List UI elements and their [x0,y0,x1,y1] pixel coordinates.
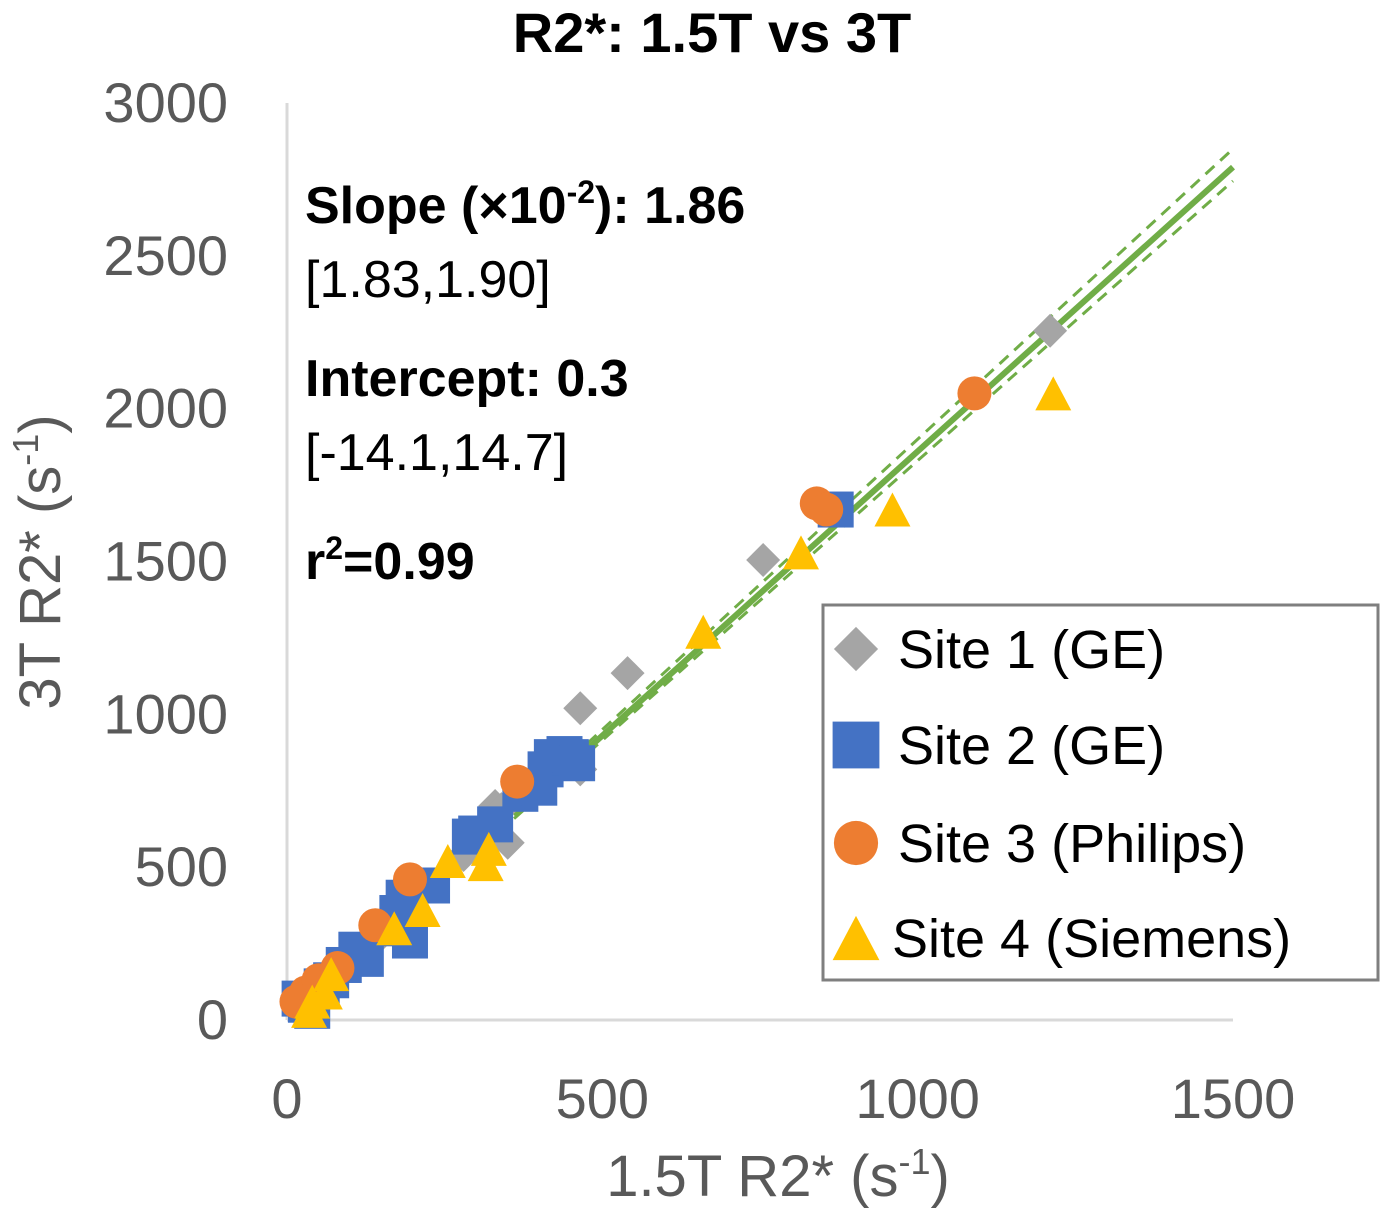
data-point-square [559,745,596,782]
x-axis-label: 1.5T R2* (s-1) [606,1141,950,1209]
data-point-square [477,806,514,843]
legend: Site 1 (GE) Site 2 (GE) Site 3 (Philips) Si… [821,603,1380,982]
fit-line [512,164,1236,818]
data-point-triangle [1035,376,1072,411]
legend-marker-square [832,721,880,769]
y-tick-labels: 0 500 1000 1500 2000 2500 3000 [103,71,228,1051]
r2-annotation: r2=0.99 [305,530,475,591]
data-point-triangle [470,831,507,866]
slope-value: ): 1.86 [595,177,745,235]
data-point-circle [957,376,992,411]
x-tick-labels: 0 500 1000 1500 [271,1067,1295,1130]
data-points [279,313,1072,1029]
data-point-diamond [563,691,598,726]
x-axis-label-close: ) [930,1144,949,1209]
y-axis-label-main: 3T R2* (s [8,466,73,710]
y-tick-label: 0 [197,988,228,1051]
legend-label: Site 2 (GE) [898,716,1165,776]
slope-annotation: Slope (×10-2): 1.86 [305,174,745,235]
legend-label: Site 1 (GE) [898,620,1165,680]
data-point-triangle [404,892,441,927]
r2-sup: 2 [325,530,343,566]
regression-lines [512,147,1236,820]
slope-ci: [1.83,1.90] [305,251,551,309]
data-point-circle [809,492,844,527]
ci-lower-line [513,179,1234,820]
data-point-triangle [313,957,350,992]
x-tick-label: 500 [556,1067,649,1130]
y-tick-label: 1500 [103,530,228,593]
slope-label: Slope (×10 [305,177,567,235]
series-site-4 [291,376,1072,1028]
intercept-ci: [-14.1,14.7] [305,424,568,482]
r2-base: r [305,533,325,591]
data-point-triangle [376,911,413,946]
x-tick-label: 0 [271,1067,302,1130]
slope-sup: -2 [567,174,595,210]
y-tick-label: 2000 [103,377,228,440]
x-tick-label: 1500 [1171,1067,1296,1130]
data-point-triangle [429,844,466,879]
r2-value: =0.99 [343,533,475,591]
chart-title: R2*: 1.5T vs 3T [513,1,911,64]
data-point-circle [500,764,535,799]
y-tick-label: 500 [135,835,228,898]
legend-marker-triangle [832,915,880,961]
legend-box [821,603,1380,982]
data-point-circle [392,862,427,897]
y-tick-label: 3000 [103,71,228,134]
y-axis-label-close: ) [8,414,73,433]
legend-marker-circle [833,820,879,866]
x-tick-label: 1000 [855,1067,980,1130]
ci-upper-line [513,147,1235,813]
x-axis-label-sup: -1 [898,1141,930,1182]
y-tick-label: 2500 [103,224,228,287]
legend-label: Site 3 (Philips) [898,814,1246,874]
data-point-diamond [610,656,645,691]
data-point-triangle [685,614,722,649]
data-point-diamond [1033,313,1068,348]
y-axis-label-sup: -1 [5,434,46,466]
data-point-diamond [746,542,781,577]
intercept-annotation: Intercept: 0.3 [305,350,629,408]
y-axis-label: 3T R2* (s-1) [5,414,73,709]
legend-label: Site 4 (Siemens) [892,909,1291,969]
data-point-triangle [782,535,819,570]
data-point-triangle [874,492,911,527]
y-tick-label: 1000 [103,682,228,745]
data-point-triangle [306,975,343,1010]
x-axis-label-main: 1.5T R2* (s [606,1144,898,1209]
legend-marker-diamond [833,626,879,672]
